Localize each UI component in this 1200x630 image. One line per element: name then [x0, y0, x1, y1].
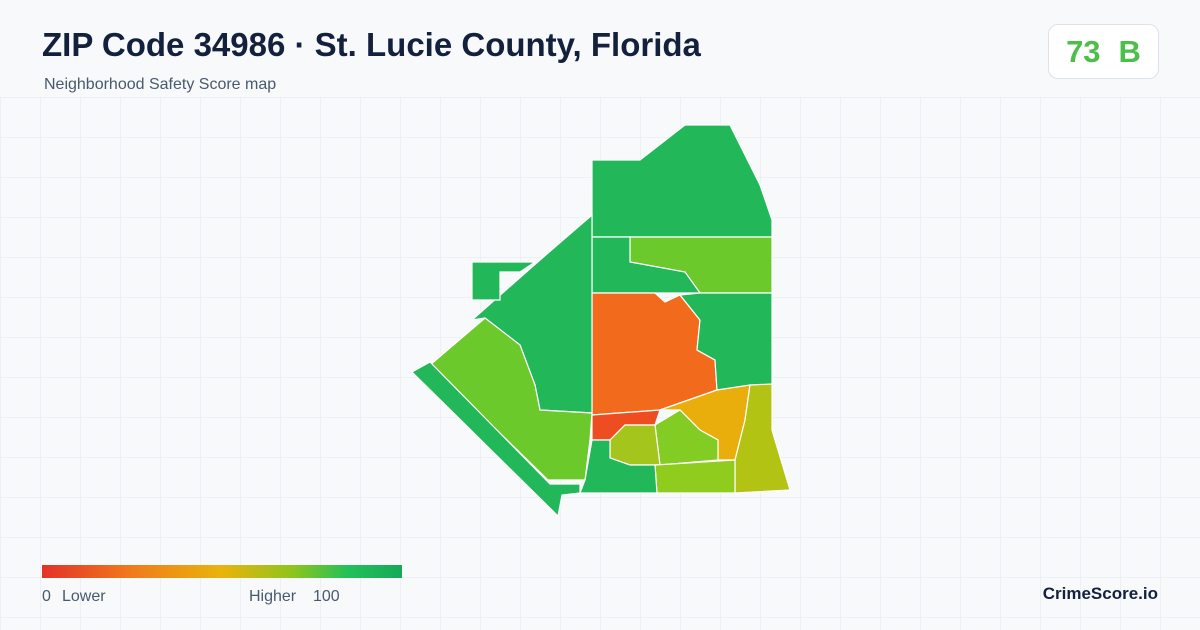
title: ZIP Code 34986 · St. Lucie County, Flori…: [42, 26, 701, 63]
legend-min: 0: [42, 588, 51, 605]
legend-low-label: Lower: [62, 588, 106, 605]
legend-gradient: [42, 565, 402, 578]
map-regions: [411, 124, 791, 518]
score: 73: [1066, 33, 1101, 69]
score-badge: 73 B: [1048, 24, 1159, 79]
brand: CrimeScore.io: [1042, 584, 1158, 603]
grade: B: [1118, 33, 1141, 69]
subtitle: Neighborhood Safety Score map: [44, 76, 277, 93]
region: [734, 383, 791, 494]
legend-max: 100: [313, 588, 340, 605]
region: [654, 459, 736, 494]
legend-high-label: Higher: [249, 588, 297, 605]
region: [411, 361, 581, 518]
region: [471, 261, 537, 301]
region: [579, 439, 658, 494]
